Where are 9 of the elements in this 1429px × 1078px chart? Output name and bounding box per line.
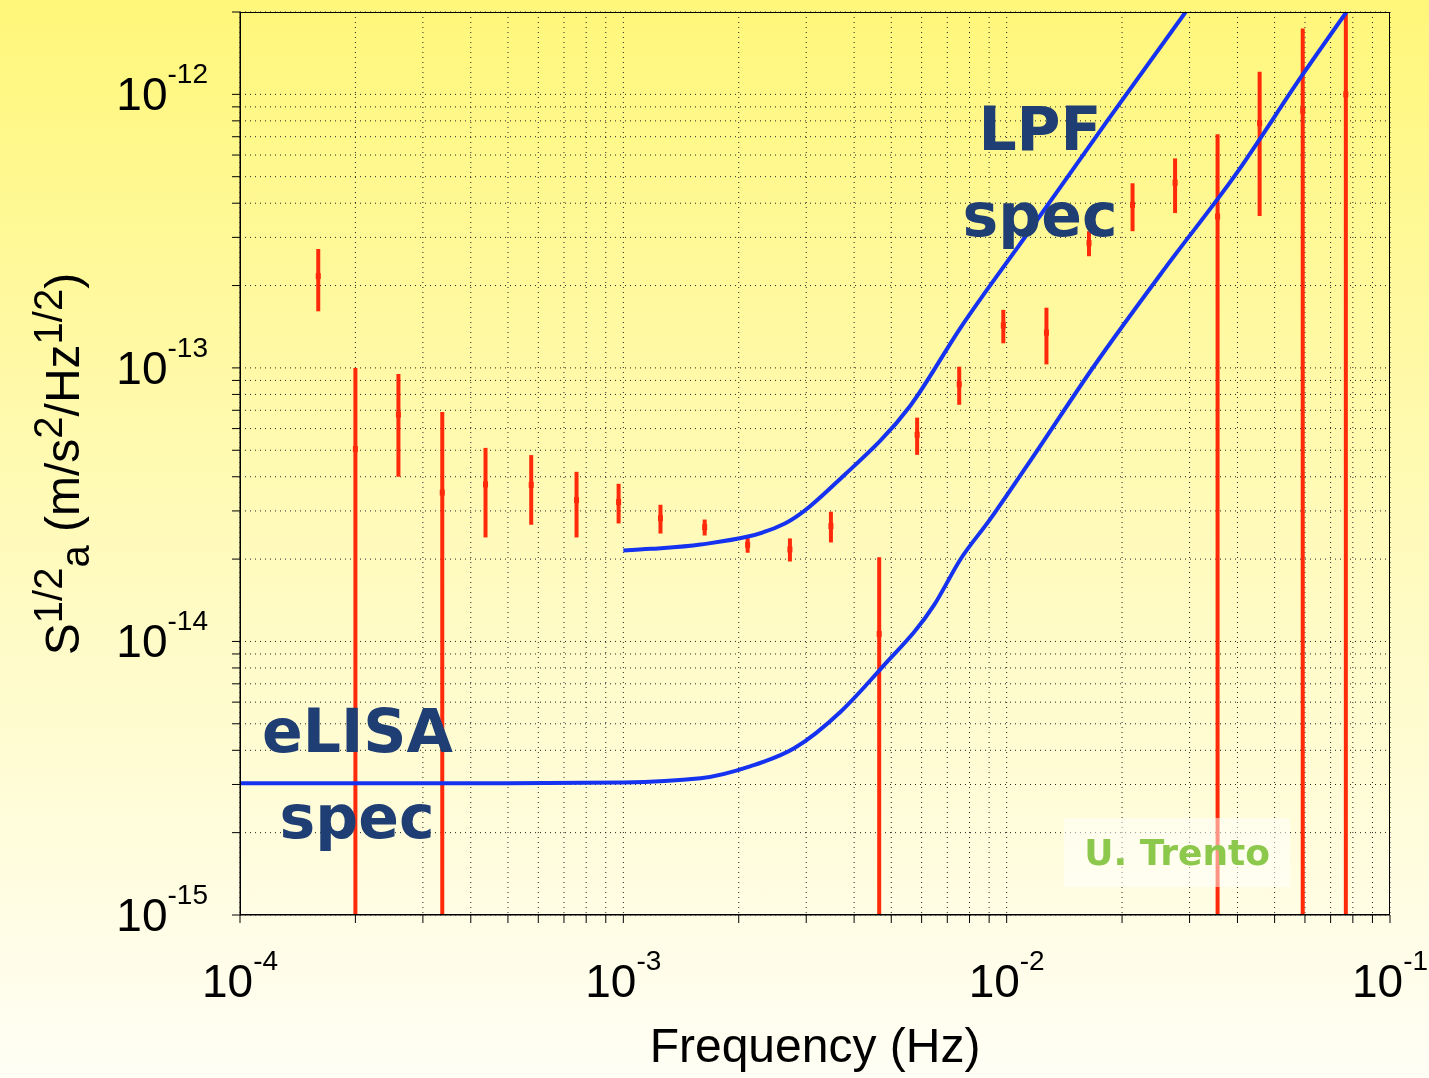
x-tick-label: 10$^{-2}$ bbox=[968, 945, 1045, 1007]
y-tick-label: 10$^{-15}$ bbox=[116, 879, 208, 941]
x-tick-label: 10$^{-1}$ bbox=[1351, 945, 1429, 1007]
y-tick-label: 10$^{-13}$ bbox=[116, 332, 208, 394]
x-tick-label: 10$^{-4}$ bbox=[201, 945, 279, 1007]
x-tick-label: 10$^{-3}$ bbox=[585, 945, 662, 1007]
y-tick-label: 10$^{-14}$ bbox=[116, 605, 208, 668]
x-axis-title: Frequency (Hz) bbox=[648, 1018, 982, 1073]
y-tick-label: 10$^{-12}$ bbox=[116, 58, 208, 121]
